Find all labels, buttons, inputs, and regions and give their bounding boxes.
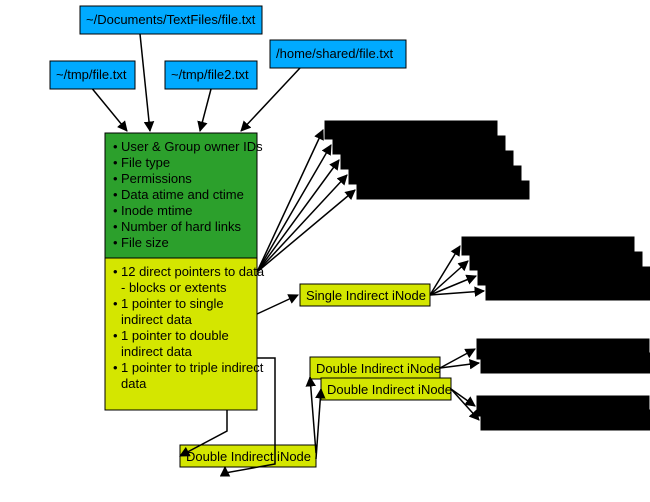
arrow-to-single [257,295,298,314]
meta-bullet-2: • [113,171,118,186]
arrow-tmp2 [200,89,211,131]
meta-bullet-3: • [113,187,118,202]
ptr-bullet-2: • [113,296,118,311]
data-block-b2-1 [481,410,650,430]
ptr-bullet-0: • [113,264,118,279]
ptr-line-3: indirect data [121,312,193,327]
ptr-line-1: - blocks or extents [121,280,227,295]
arrow-d3-d1 [310,377,316,453]
arrow-direct-1 [257,145,331,272]
arrow-d2-data-1 [451,389,479,420]
data-block-b1-1 [481,353,650,373]
file-tmp2-label: ~/tmp/file2.txt [171,67,249,82]
file-tmp1-label: ~/tmp/file.txt [56,67,127,82]
meta-line-3: Data atime and ctime [121,187,244,202]
meta-bullet-5: • [113,219,118,234]
meta-bullet-4: • [113,203,118,218]
meta-line-2: Permissions [121,171,192,186]
meta-line-4: Inode mtime [121,203,193,218]
arrow-direct-4 [257,190,355,272]
arrow-direct-0 [257,130,323,272]
double-indirect-3-label: Double Indirect iNode [186,449,311,464]
file-home-label: /home/shared/file.txt [276,46,393,61]
meta-bullet-6: • [113,235,118,250]
meta-line-1: File type [121,155,170,170]
meta-line-6: File size [121,235,169,250]
double-indirect-1-label: Double Indirect iNode [316,361,441,376]
single-indirect-label: Single Indirect iNode [306,288,426,303]
data-block-mid-3 [486,282,650,300]
ptr-line-7: data [121,376,147,391]
ptr-line-5: indirect data [121,344,193,359]
double-indirect-2-label: Double Indirect iNode [327,382,452,397]
arrow-tmp1 [93,89,128,131]
arrow-direct-3 [257,175,347,272]
arrow-single-data-1 [430,261,468,295]
ptr-line-4: 1 pointer to double [121,328,229,343]
ptr-bullet-4: • [113,328,118,343]
ptr-line-2: 1 pointer to single [121,296,224,311]
meta-bullet-0: • [113,139,118,154]
meta-line-5: Number of hard links [121,219,241,234]
file-docs-label: ~/Documents/TextFiles/file.txt [86,12,256,27]
meta-line-0: User & Group owner IDs [121,139,263,154]
arrow-docs [140,34,150,131]
arrow-single-data-0 [430,246,460,295]
arrow-d2-data-0 [451,389,475,406]
arrow-direct-2 [257,160,339,272]
arrow-d3-d2 [316,389,321,459]
meta-bullet-1: • [113,155,118,170]
data-block-top-4 [357,181,529,199]
ptr-bullet-6: • [113,360,118,375]
ptr-line-6: 1 pointer to triple indirect [121,360,264,375]
ptr-line-0: 12 direct pointers to data [121,264,265,279]
